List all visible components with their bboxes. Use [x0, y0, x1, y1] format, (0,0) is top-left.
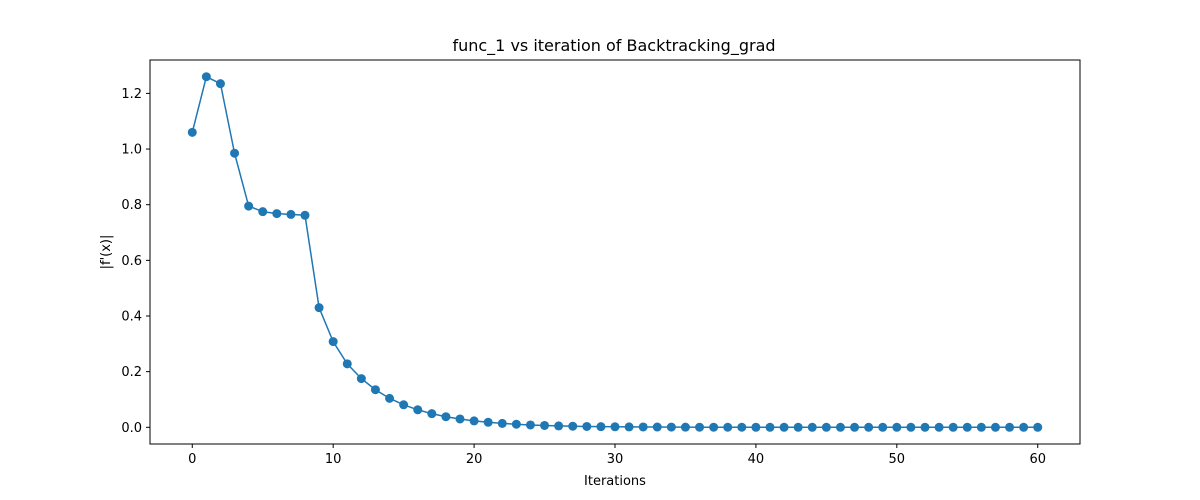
data-point	[765, 422, 775, 432]
data-point	[695, 422, 705, 432]
data-point	[737, 422, 747, 432]
data-point	[497, 418, 507, 428]
data-point	[906, 422, 916, 432]
data-point	[920, 422, 930, 432]
data-point	[342, 359, 352, 369]
data-point	[356, 374, 366, 384]
data-point	[300, 210, 310, 220]
data-point	[709, 422, 719, 432]
data-point	[568, 421, 578, 431]
data-point	[892, 422, 902, 432]
data-point	[652, 422, 662, 432]
data-point	[610, 422, 620, 432]
y-tick-label: 1.0	[121, 143, 142, 158]
data-point	[1005, 422, 1015, 432]
x-tick-label: 50	[889, 452, 906, 467]
x-tick-label: 20	[466, 452, 483, 467]
x-tick-label: 0	[188, 452, 196, 467]
data-point	[807, 422, 817, 432]
x-axis: 0 10 20 30 40 50 60	[188, 444, 1046, 467]
y-tick-label: 0.8	[121, 198, 142, 213]
data-point	[850, 422, 860, 432]
data-point	[286, 209, 296, 219]
data-point	[511, 419, 521, 429]
data-point	[638, 422, 648, 432]
data-point	[793, 422, 803, 432]
x-axis-label: Iterations	[584, 474, 646, 489]
data-point	[751, 422, 761, 432]
y-tick-label: 0.0	[121, 421, 142, 436]
data-point	[370, 385, 380, 395]
data-point	[483, 417, 493, 427]
data-point	[540, 420, 550, 430]
data-point	[455, 414, 465, 424]
data-point	[723, 422, 733, 432]
data-point	[666, 422, 676, 432]
data-point	[1033, 422, 1043, 432]
data-point	[272, 209, 282, 219]
data-point	[525, 420, 535, 430]
data-point	[385, 393, 395, 403]
data-point	[990, 422, 1000, 432]
x-tick-label: 30	[607, 452, 624, 467]
data-point	[1019, 422, 1029, 432]
data-point	[258, 207, 268, 217]
data-point	[948, 422, 958, 432]
data-point	[582, 421, 592, 431]
data-point	[934, 422, 944, 432]
y-axis-label: |f'(x)|	[99, 235, 114, 270]
plot-area	[149, 59, 1081, 445]
data-point	[230, 148, 240, 158]
data-point	[469, 416, 479, 426]
data-point	[187, 127, 197, 137]
x-tick-label: 60	[1029, 452, 1046, 467]
data-point	[215, 79, 225, 89]
data-point	[835, 422, 845, 432]
data-point	[624, 422, 634, 432]
data-point	[244, 201, 254, 211]
data-point	[864, 422, 874, 432]
chart-title: func_1 vs iteration of Backtracking_grad	[452, 36, 775, 56]
data-point	[878, 422, 888, 432]
data-point	[976, 422, 986, 432]
y-tick-label: 0.6	[121, 254, 142, 269]
x-tick-label: 10	[325, 452, 342, 467]
data-point	[554, 421, 564, 431]
data-point	[680, 422, 690, 432]
data-point	[962, 422, 972, 432]
x-tick-label: 40	[748, 452, 765, 467]
series-markers	[187, 72, 1043, 432]
series-line	[191, 75, 1038, 429]
data-point	[399, 400, 409, 410]
y-tick-label: 1.2	[121, 87, 142, 102]
data-point	[427, 409, 437, 419]
data-point	[413, 405, 423, 415]
data-point	[596, 422, 606, 432]
data-point	[441, 412, 451, 422]
y-tick-label: 0.2	[121, 365, 142, 380]
data-point	[328, 337, 338, 347]
data-point	[201, 72, 211, 82]
data-point	[779, 422, 789, 432]
y-tick-label: 0.4	[121, 310, 142, 325]
data-point	[821, 422, 831, 432]
y-axis: 0.0 0.2 0.4 0.6 0.8 1.0 1.2	[121, 87, 150, 436]
data-point	[314, 303, 324, 313]
